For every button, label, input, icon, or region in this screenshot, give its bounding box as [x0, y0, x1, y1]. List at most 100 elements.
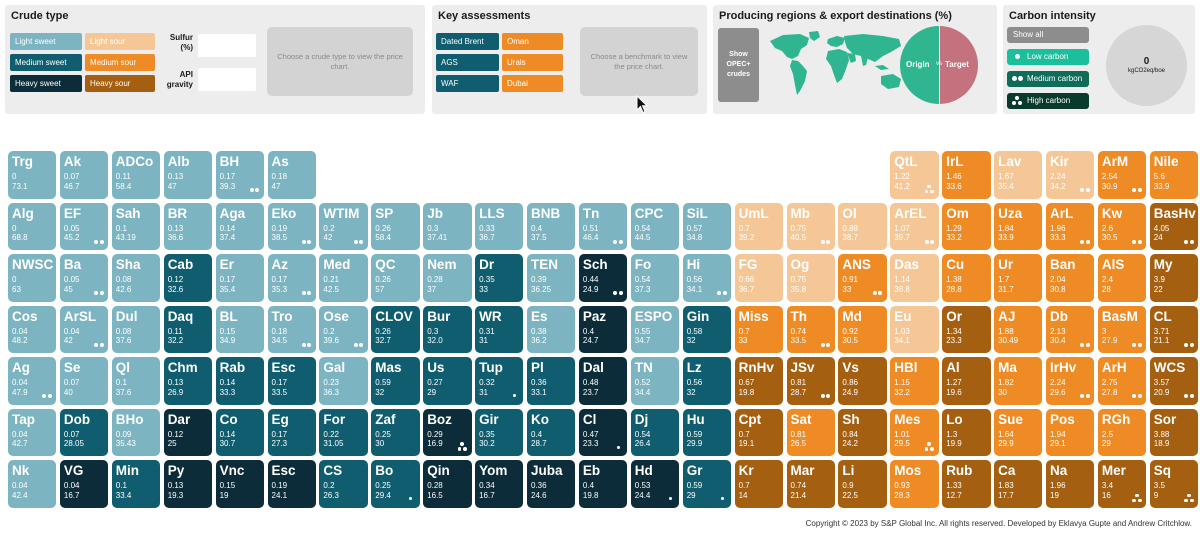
crude-tile-og[interactable]: Og 0.75 35.8	[786, 254, 835, 302]
crude-tile-gin[interactable]: Gin 0.58 32	[682, 305, 732, 354]
crude-tile-mb[interactable]: Mb 0.75 40.5	[786, 202, 835, 251]
crude-tile-med[interactable]: Med 0.21 42.5	[319, 254, 368, 302]
crude-tile-bh[interactable]: BH 0.17 39.3	[215, 151, 264, 199]
crude-tile-mar[interactable]: Mar 0.74 21.4	[786, 460, 835, 508]
crude-tile-lav[interactable]: Lav 1.67 35.4	[994, 151, 1043, 199]
crude-tile-qin[interactable]: Qin 0.28 16.5	[423, 460, 472, 508]
crude-tile-lz[interactable]: Lz 0.56 32	[682, 357, 732, 405]
crude-tile-rgh[interactable]: RGh 2.5 29	[1097, 408, 1147, 457]
crude-tile-ose[interactable]: Ose 0.2 39.6	[319, 305, 368, 354]
crude-type-heavy-sour[interactable]: Heavy sour	[85, 75, 155, 92]
crude-tile-es[interactable]: Es 0.38 36.2	[527, 305, 576, 354]
crude-tile-lo[interactable]: Lo 1.3 19.9	[942, 408, 991, 457]
crude-tile-arh[interactable]: ArH 2.75 27.8	[1097, 357, 1147, 405]
carbon-show-all[interactable]: Show all	[1007, 27, 1089, 43]
world-map[interactable]	[765, 29, 910, 103]
crude-type-light-sour[interactable]: Light sour	[85, 33, 155, 50]
crude-type-heavy-sweet[interactable]: Heavy sweet	[10, 75, 82, 92]
crude-tile-eu[interactable]: Eu 1.03 34.1	[890, 305, 939, 354]
crude-tile-daq[interactable]: Daq 0.11 32.2	[163, 305, 213, 354]
crude-tile-az[interactable]: Az 0.17 35.3	[267, 254, 316, 302]
crude-tile-hd[interactable]: Hd 0.53 24.4	[630, 460, 680, 508]
crude-tile-wcs[interactable]: WCS 3.57 20.9	[1149, 357, 1199, 405]
crude-tile-esc[interactable]: Esc 0.17 33.5	[267, 357, 316, 405]
sulfur-input[interactable]	[198, 34, 256, 57]
crude-tile-dul[interactable]: Dul 0.08 37.6	[111, 305, 161, 354]
crude-tile-us[interactable]: Us 0.27 29	[423, 357, 472, 405]
crude-tile-mas[interactable]: Mas 0.59 32	[371, 357, 420, 405]
crude-tile-vg[interactable]: VG 0.04 16.7	[59, 460, 109, 508]
crude-tile-wr[interactable]: WR 0.31 31	[475, 305, 524, 354]
crude-tile-cu[interactable]: Cu 1.38 28.8	[942, 254, 991, 302]
crude-tile-zaf[interactable]: Zaf 0.25 30	[371, 408, 420, 457]
crude-tile-arm[interactable]: ArM 2.54 30.9	[1097, 151, 1147, 199]
crude-tile-eb[interactable]: Eb 0.4 19.8	[578, 460, 628, 508]
crude-tile-jb[interactable]: Jb 0.3 37.41	[423, 202, 472, 251]
crude-tile-hu[interactable]: Hu 0.59 29.9	[682, 408, 732, 457]
crude-tile-arl[interactable]: ArL 1.96 33.3	[1046, 202, 1095, 251]
crude-tile-gir[interactable]: Gir 0.35 30.2	[475, 408, 524, 457]
crude-tile-or[interactable]: Or 1.34 23.3	[942, 305, 991, 354]
crude-tile-trg[interactable]: Trg 0 73.1	[8, 151, 57, 199]
carbon-low-button[interactable]: Low carbon	[1007, 49, 1089, 65]
crude-tile-bashv[interactable]: BasHv 4.05 24	[1149, 202, 1199, 251]
crude-tile-dal[interactable]: Dal 0.48 23.7	[578, 357, 628, 405]
crude-tile-qtl[interactable]: QtL 1.22 41.2	[890, 151, 939, 199]
crude-tile-kw[interactable]: Kw 2.6 30.5	[1097, 202, 1147, 251]
crude-tile-md[interactable]: Md 0.92 30.5	[838, 305, 887, 354]
crude-tile-dar[interactable]: Dar 0.12 25	[163, 408, 213, 457]
carbon-medium-button[interactable]: Medium carbon	[1007, 71, 1089, 87]
crude-tile-vnc[interactable]: Vnc 0.15 19	[215, 460, 264, 508]
crude-tile-bho[interactable]: BHo 0.09 35.43	[111, 408, 161, 457]
crude-tile-sor[interactable]: Sor 3.88 18.9	[1149, 408, 1199, 457]
crude-tile-sue[interactable]: Sue 1.64 29.9	[994, 408, 1043, 457]
crude-tile-jsv[interactable]: JSv 0.81 28.7	[786, 357, 835, 405]
crude-tile-se[interactable]: Se 0.07 40	[59, 357, 109, 405]
crude-tile-er[interactable]: Er 0.17 35.4	[215, 254, 264, 302]
crude-tile-as[interactable]: As 0.18 47	[267, 151, 316, 199]
crude-tile-fg[interactable]: FG 0.66 36.7	[734, 254, 783, 302]
crude-tile-na[interactable]: Na 1.96 19	[1046, 460, 1095, 508]
benchmark-waf[interactable]: WAF	[436, 75, 499, 92]
crude-tile-rab[interactable]: Rab 0.14 33.3	[215, 357, 264, 405]
crude-tile-irhv[interactable]: IrHv 2.24 29.6	[1046, 357, 1095, 405]
crude-tile-sch[interactable]: Sch 0.44 24.9	[578, 254, 628, 302]
crude-tile-ag[interactable]: Ag 0.04 47.9	[8, 357, 57, 405]
crude-tile-esc[interactable]: Esc 0.19 24.1	[267, 460, 316, 508]
crude-tile-fo[interactable]: Fo 0.54 37.3	[630, 254, 680, 302]
show-opec-button[interactable]: Show OPEC+ crudes	[718, 28, 759, 102]
crude-tile-aga[interactable]: Aga 0.14 37.4	[215, 202, 264, 251]
crude-tile-uza[interactable]: Uza 1.84 33.9	[994, 202, 1043, 251]
crude-tile-min[interactable]: Min 0.1 33.4	[111, 460, 161, 508]
crude-tile-paz[interactable]: Paz 0.4 24.7	[578, 305, 628, 354]
origin-target-circle[interactable]: Origin vs Target	[900, 26, 978, 104]
crude-tile-eko[interactable]: Eko 0.19 38.5	[267, 202, 316, 251]
crude-tile-nwsc[interactable]: NWSC 0 63	[8, 254, 57, 302]
crude-type-medium-sweet[interactable]: Medium sweet	[10, 54, 82, 71]
crude-tile-ten[interactable]: TEN 0.39 36.25	[527, 254, 576, 302]
crude-tile-ur[interactable]: Ur 1.7 31.7	[994, 254, 1043, 302]
crude-tile-bur[interactable]: Bur 0.3 32.0	[423, 305, 472, 354]
crude-tile-alg[interactable]: Alg 0 68.8	[8, 202, 57, 251]
crude-tile-ql[interactable]: Ql 0.1 37.6	[111, 357, 161, 405]
crude-tile-arsl[interactable]: ArSL 0.04 42	[59, 305, 109, 354]
crude-tile-eg[interactable]: Eg 0.17 27.3	[267, 408, 316, 457]
crude-tile-kr[interactable]: Kr 0.7 14	[734, 460, 783, 508]
crude-tile-al[interactable]: Al 1.27 19.6	[942, 357, 991, 405]
crude-tile-das[interactable]: Das 1.14 38.8	[890, 254, 939, 302]
crude-tile-als[interactable]: AlS 2.4 28	[1097, 254, 1147, 302]
crude-tile-yom[interactable]: Yom 0.34 16.7	[475, 460, 524, 508]
crude-tile-rnhv[interactable]: RnHv 0.67 19.8	[734, 357, 783, 405]
crude-tile-db[interactable]: Db 2.13 30.4	[1046, 305, 1095, 354]
crude-tile-for[interactable]: For 0.22 31.05	[319, 408, 368, 457]
crude-tile-chm[interactable]: Chm 0.13 26.9	[163, 357, 213, 405]
crude-tile-nem[interactable]: Nem 0.28 37	[423, 254, 472, 302]
crude-tile-tn[interactable]: Tn 0.51 46.4	[578, 202, 628, 251]
crude-tile-th[interactable]: Th 0.74 33.5	[786, 305, 835, 354]
crude-tile-ma[interactable]: Ma 1.82 30	[994, 357, 1043, 405]
crude-tile-alb[interactable]: Alb 0.13 47	[163, 151, 213, 199]
crude-tile-bl[interactable]: BL 0.15 34.9	[215, 305, 264, 354]
crude-tile-arel[interactable]: ArEL 1.07 39.7	[890, 202, 939, 251]
crude-tile-gal[interactable]: Gal 0.23 36.3	[319, 357, 368, 405]
crude-tile-gr[interactable]: Gr 0.59 29	[682, 460, 732, 508]
